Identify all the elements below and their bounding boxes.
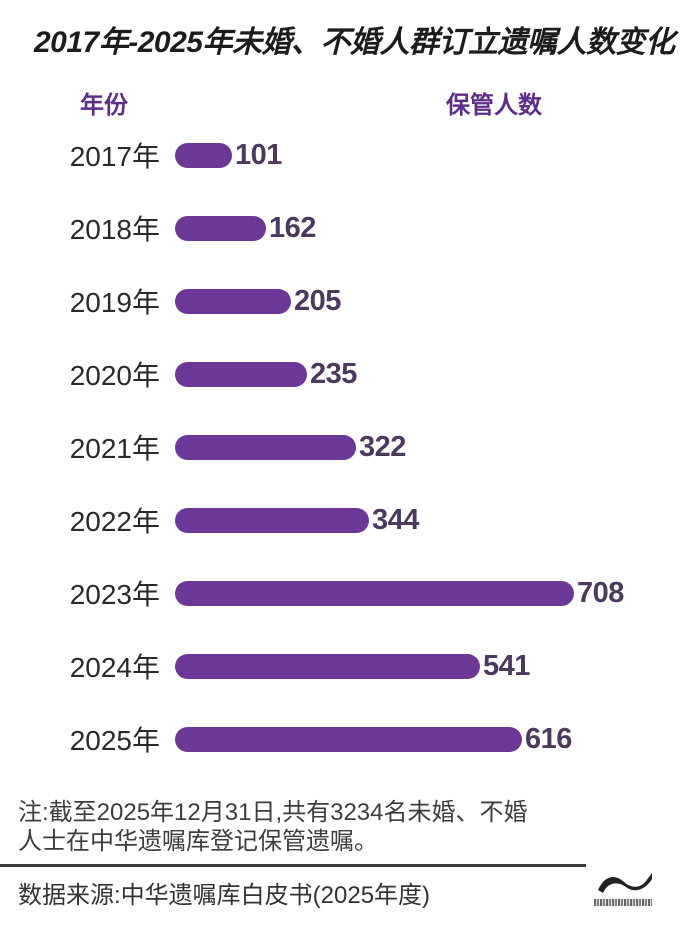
logo-micro-text (594, 899, 652, 906)
footnote: 注:截至2025年12月31日,共有3234名未婚、不婚 人士在中华遗嘱库登记保… (18, 798, 650, 856)
row-bar (175, 726, 522, 752)
chart-row: 2017年 101 (0, 119, 680, 192)
chart-row: 2023年 708 (0, 557, 680, 630)
row-year-label: 2024年 (69, 652, 160, 683)
column-header-count: 保管人数 (446, 91, 542, 119)
row-year-label: 2017年 (69, 141, 160, 172)
chart-row: 2021年 322 (0, 411, 680, 484)
row-bar (175, 288, 291, 314)
row-value-label: 162 (269, 211, 316, 244)
column-headers: 年份 保管人数 (0, 85, 680, 119)
row-value-label: 616 (525, 722, 572, 755)
row-bar (175, 653, 480, 679)
row-value-label: 205 (294, 284, 341, 317)
row-year-label: 2025年 (69, 725, 160, 756)
row-bar (175, 142, 232, 168)
chart-row: 2018年 162 (0, 192, 680, 265)
chart-row: 2022年 344 (0, 484, 680, 557)
row-bar (175, 361, 307, 387)
row-year-label: 2023年 (69, 579, 160, 610)
chart-row: 2020年 235 (0, 338, 680, 411)
footnote-line-2: 人士在中华遗嘱库登记保管遗嘱。 (18, 827, 378, 855)
chart-title: 2017年-2025年未婚、不婚人群订立遗嘱人数变化 (34, 26, 675, 59)
row-year-label: 2018年 (69, 214, 160, 245)
row-value-label: 541 (483, 649, 530, 682)
column-header-year: 年份 (80, 91, 128, 119)
chart-rows: 2017年 101 2018年 162 2019年 205 2020年 235 … (0, 119, 680, 776)
wave-swoosh-icon (594, 869, 656, 897)
row-year-label: 2020年 (69, 360, 160, 391)
data-source: 数据来源:中华遗嘱库白皮书(2025年度) (18, 881, 431, 909)
row-bar (175, 580, 574, 606)
infographic-page: 2017年-2025年未婚、不婚人群订立遗嘱人数变化 年份 保管人数 2017年… (0, 26, 680, 949)
row-year-label: 2022年 (69, 506, 160, 537)
row-bar (175, 507, 369, 533)
row-bar (175, 215, 266, 241)
row-value-label: 344 (372, 503, 419, 536)
row-value-label: 322 (359, 430, 406, 463)
row-value-label: 708 (577, 576, 624, 609)
chart-row: 2024年 541 (0, 630, 680, 703)
chart-row: 2025年 616 (0, 703, 680, 776)
row-bar (175, 434, 356, 460)
row-value-label: 235 (310, 357, 357, 390)
publisher-logo (594, 869, 656, 906)
row-value-label: 101 (235, 138, 282, 171)
row-year-label: 2019年 (69, 287, 160, 318)
row-year-label: 2021年 (69, 433, 160, 464)
divider-line (0, 863, 586, 867)
chart-row: 2019年 205 (0, 265, 680, 338)
footnote-line-1: 注:截至2025年12月31日,共有3234名未婚、不婚 (18, 798, 528, 826)
